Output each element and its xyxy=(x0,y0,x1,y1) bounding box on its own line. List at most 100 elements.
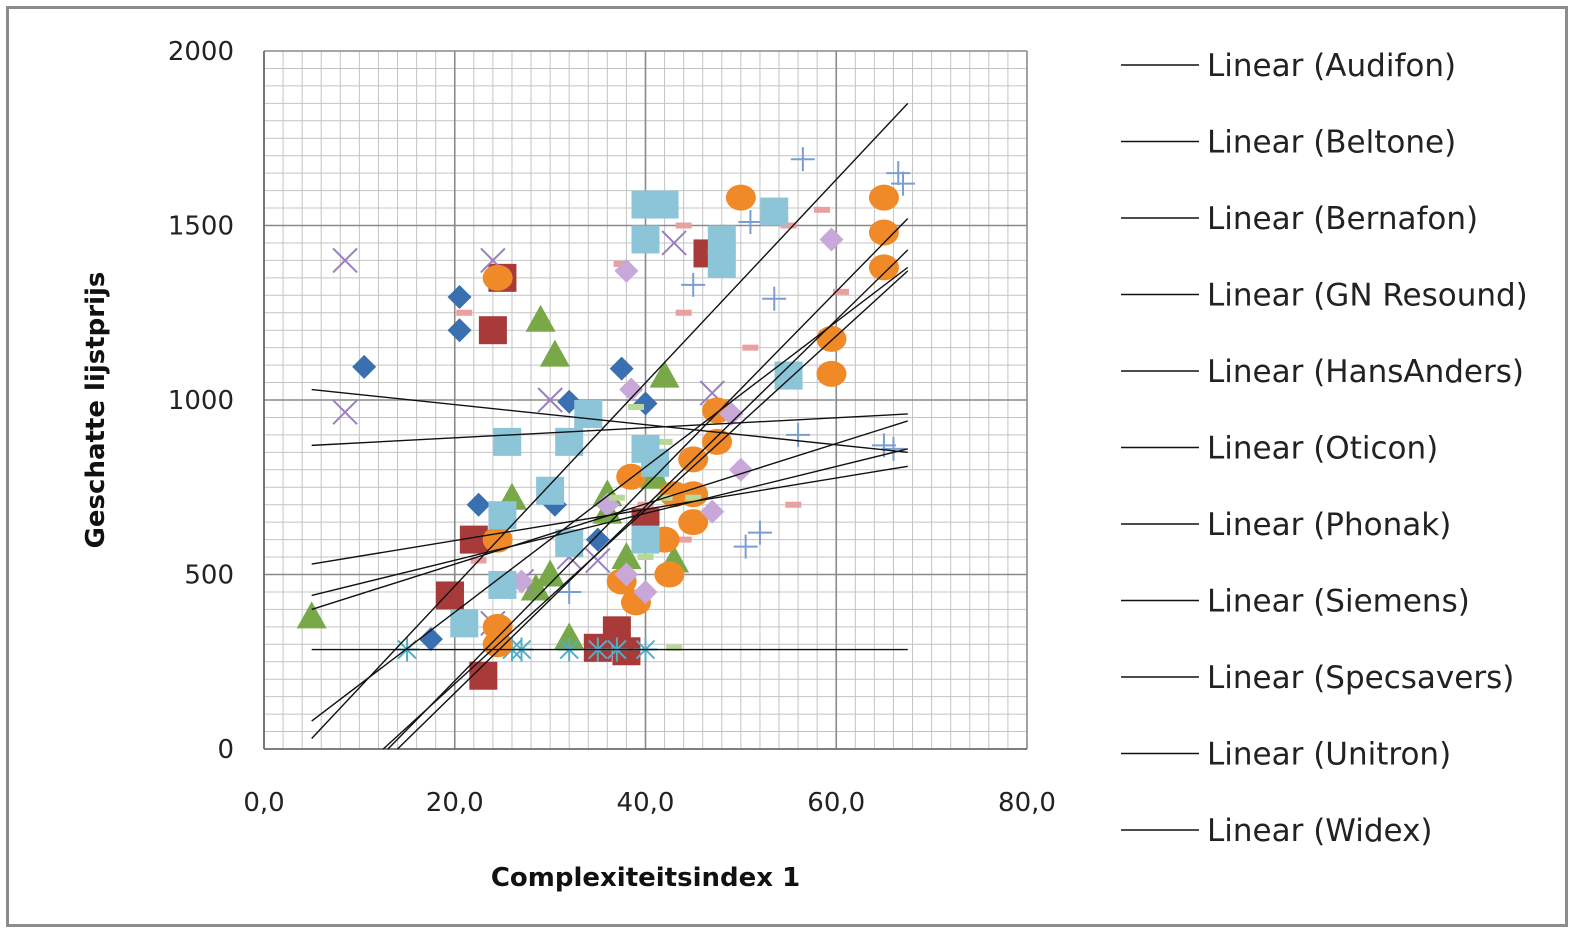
point-marker xyxy=(649,360,680,388)
trendline xyxy=(387,218,909,750)
point-marker xyxy=(678,509,709,536)
point-marker xyxy=(816,325,847,352)
legend-label: Linear (HansAnders) xyxy=(1207,354,1524,390)
legend-label: Linear (Specsavers) xyxy=(1207,660,1514,696)
point-marker xyxy=(537,387,563,413)
point-marker xyxy=(525,304,556,332)
legend-label: Linear (Oticon) xyxy=(1207,431,1438,467)
point-marker xyxy=(833,288,850,295)
point-marker xyxy=(557,579,582,604)
point-marker xyxy=(886,161,911,186)
point-marker xyxy=(747,520,772,545)
y-tick-label: 2000 xyxy=(168,37,234,67)
point-marker xyxy=(352,354,377,379)
y-tick-label: 1500 xyxy=(168,212,234,242)
point-marker xyxy=(520,573,551,601)
point-marker xyxy=(435,581,464,610)
point-marker xyxy=(868,254,899,281)
point-marker xyxy=(675,536,692,543)
point-marker xyxy=(868,219,899,246)
trendline xyxy=(311,420,908,611)
point-marker xyxy=(868,184,899,211)
legend-label: Linear (Widex) xyxy=(1207,813,1433,849)
point-marker xyxy=(725,184,756,211)
point-marker xyxy=(482,264,513,291)
point-marker xyxy=(609,356,634,381)
point-marker xyxy=(466,492,491,517)
point-marker xyxy=(535,559,566,587)
point-marker xyxy=(585,527,610,552)
x-tick-label: 60,0 xyxy=(807,788,865,818)
point-marker xyxy=(627,403,644,410)
legend: Linear (Audifon) Linear (Beltone) Linear (… xyxy=(1121,48,1528,849)
trendline xyxy=(311,266,909,722)
point-marker xyxy=(881,436,906,461)
point-marker xyxy=(728,457,753,482)
point-marker xyxy=(539,339,570,367)
point-marker xyxy=(760,197,789,226)
point-marker xyxy=(675,309,692,316)
point-marker xyxy=(786,422,811,447)
point-marker xyxy=(456,309,473,316)
legend-label: Linear (Audifon) xyxy=(1207,48,1456,84)
point-marker xyxy=(785,501,802,508)
point-marker xyxy=(654,561,685,588)
point-marker xyxy=(650,190,679,219)
point-marker xyxy=(478,316,507,345)
point-marker xyxy=(296,601,327,629)
y-axis-title: Geschatte lijstprijs xyxy=(81,272,111,549)
point-marker xyxy=(619,377,644,402)
point-marker xyxy=(450,609,479,638)
point-marker xyxy=(780,222,797,229)
x-axis-title: Complexiteitsindex 1 xyxy=(491,863,800,893)
point-marker xyxy=(611,542,642,570)
point-marker xyxy=(742,344,759,351)
point-marker xyxy=(536,476,565,505)
legend-label: Linear (Beltone) xyxy=(1207,125,1456,161)
point-marker xyxy=(733,534,758,559)
point-marker xyxy=(738,210,763,235)
point-marker xyxy=(608,494,625,501)
point-marker xyxy=(702,428,733,455)
legend-label: Linear (Phonak) xyxy=(1207,507,1451,543)
point-marker xyxy=(656,438,673,445)
x-tick-label: 0,0 xyxy=(243,788,284,818)
point-marker xyxy=(790,147,815,172)
point-marker xyxy=(493,427,522,456)
point-marker xyxy=(700,499,725,524)
legend-label: Linear (Unitron) xyxy=(1207,737,1451,773)
y-tick-label: 0 xyxy=(217,735,234,765)
point-marker xyxy=(707,249,736,278)
legend-label: Linear (Bernafon) xyxy=(1207,201,1478,237)
trendline xyxy=(311,413,908,447)
point-marker xyxy=(666,644,683,651)
point-marker xyxy=(631,525,660,554)
point-marker xyxy=(447,318,472,343)
point-marker xyxy=(719,401,744,426)
scatter-chart: 0,0 20,0 40,0 60,0 80,0 0 500 1000 1500 2000 Comp… xyxy=(81,37,1528,893)
point-marker xyxy=(661,230,687,256)
point-marker xyxy=(585,547,611,574)
point-marker xyxy=(447,285,472,310)
point-marker xyxy=(637,554,654,561)
point-marker xyxy=(332,247,358,274)
point-marker xyxy=(762,286,787,311)
legend-label: Linear (Siemens) xyxy=(1207,584,1470,620)
point-marker xyxy=(681,272,706,297)
point-marker xyxy=(574,399,603,428)
point-marker xyxy=(871,433,896,458)
x-tick-label: 40,0 xyxy=(617,788,675,818)
trendline xyxy=(382,270,909,750)
point-marker xyxy=(816,360,847,387)
point-marker xyxy=(633,579,658,604)
point-marker xyxy=(332,399,358,425)
x-tick-label: 20,0 xyxy=(426,788,484,818)
point-marker xyxy=(819,227,844,252)
point-marker xyxy=(631,225,660,254)
point-marker xyxy=(675,222,692,229)
point-marker xyxy=(418,627,443,652)
point-marker xyxy=(813,206,830,213)
x-tick-label: 80,0 xyxy=(998,788,1056,818)
trendlines xyxy=(311,102,909,750)
point-marker xyxy=(614,562,639,587)
